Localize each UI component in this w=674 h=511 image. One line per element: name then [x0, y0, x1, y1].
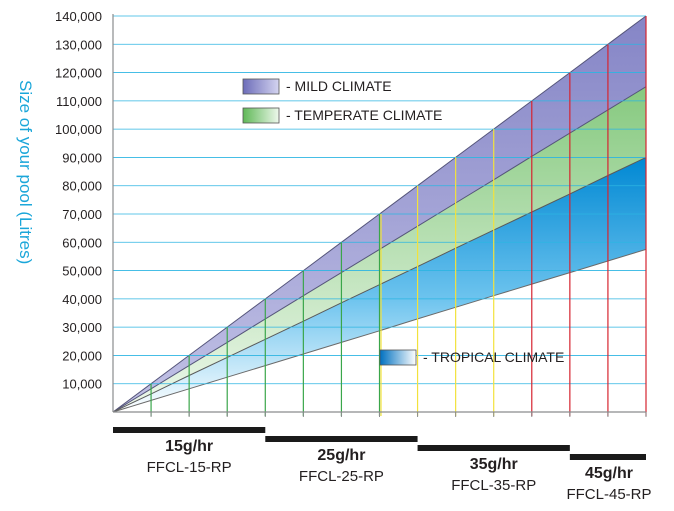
- model-code: FFCL-15-RP: [146, 459, 232, 476]
- y-tick-label: 130,000: [55, 37, 102, 52]
- model-code: FFCL-35-RP: [451, 477, 537, 494]
- model-code: FFCL-45-RP: [566, 486, 652, 503]
- y-tick-label: 70,000: [62, 207, 102, 222]
- y-tick-label: 120,000: [55, 66, 102, 81]
- y-tick-label: 100,000: [55, 122, 102, 137]
- model-rate: 45g/hr: [584, 465, 633, 482]
- y-tick-label: 90,000: [62, 150, 102, 165]
- tropical-legend-label: - TROPICAL CLIMATE: [423, 349, 564, 365]
- model-label: 15g/hr FFCL-15-RP: [124, 438, 254, 476]
- model-rate: 25g/hr: [317, 447, 366, 464]
- temperate-legend-swatch: [242, 107, 280, 124]
- y-tick-label: 80,000: [62, 179, 102, 194]
- model-rate: 15g/hr: [165, 438, 214, 455]
- y-tick-label: 140,000: [55, 9, 102, 24]
- model-label: 35g/hr FFCL-35-RP: [429, 456, 559, 494]
- model-rate: 35g/hr: [469, 456, 518, 473]
- y-tick-label: 20,000: [62, 348, 102, 363]
- y-tick-label: 40,000: [62, 292, 102, 307]
- y-tick-label: 10,000: [62, 377, 102, 392]
- mild-legend-label: - MILD CLIMATE: [286, 78, 392, 94]
- model-range-bar: [113, 427, 266, 433]
- temperate-legend-label: - TEMPERATE CLIMATE: [286, 107, 442, 123]
- model-code: FFCL-25-RP: [298, 468, 384, 485]
- model-label: 45g/hr FFCL-45-RP: [544, 465, 674, 503]
- y-tick-label: 50,000: [62, 264, 102, 279]
- y-axis-label: Size of your pool (Litres): [16, 80, 35, 265]
- y-tick-label: 60,000: [62, 235, 102, 250]
- y-tick-label: 30,000: [62, 320, 102, 335]
- model-label: 25g/hr FFCL-25-RP: [276, 447, 406, 485]
- model-range-bar: [265, 436, 418, 442]
- model-range-bar: [569, 454, 646, 460]
- tropical-legend-swatch: [379, 349, 417, 366]
- y-tick-label: 110,000: [56, 94, 102, 109]
- mild-legend-swatch: [242, 78, 280, 95]
- model-range-bar: [417, 445, 570, 451]
